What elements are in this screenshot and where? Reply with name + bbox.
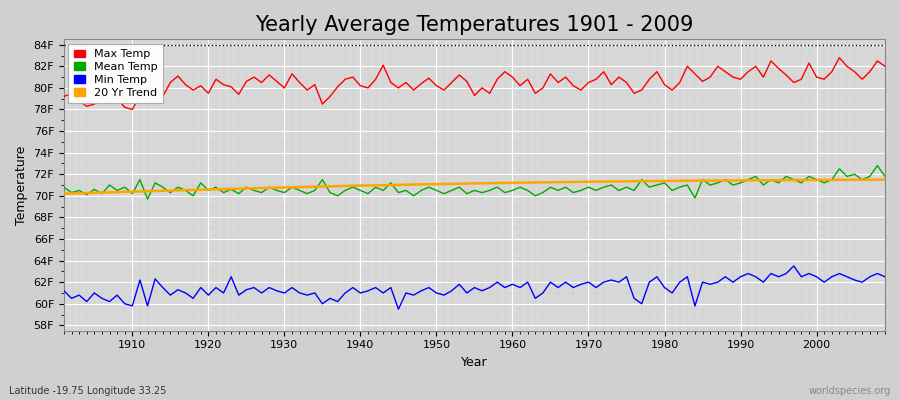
X-axis label: Year: Year (461, 356, 488, 369)
Legend: Max Temp, Mean Temp, Min Temp, 20 Yr Trend: Max Temp, Mean Temp, Min Temp, 20 Yr Tre… (68, 44, 163, 103)
Y-axis label: Temperature: Temperature (15, 145, 28, 225)
Text: Latitude -19.75 Longitude 33.25: Latitude -19.75 Longitude 33.25 (9, 386, 166, 396)
Title: Yearly Average Temperatures 1901 - 2009: Yearly Average Temperatures 1901 - 2009 (256, 15, 694, 35)
Text: worldspecies.org: worldspecies.org (809, 386, 891, 396)
